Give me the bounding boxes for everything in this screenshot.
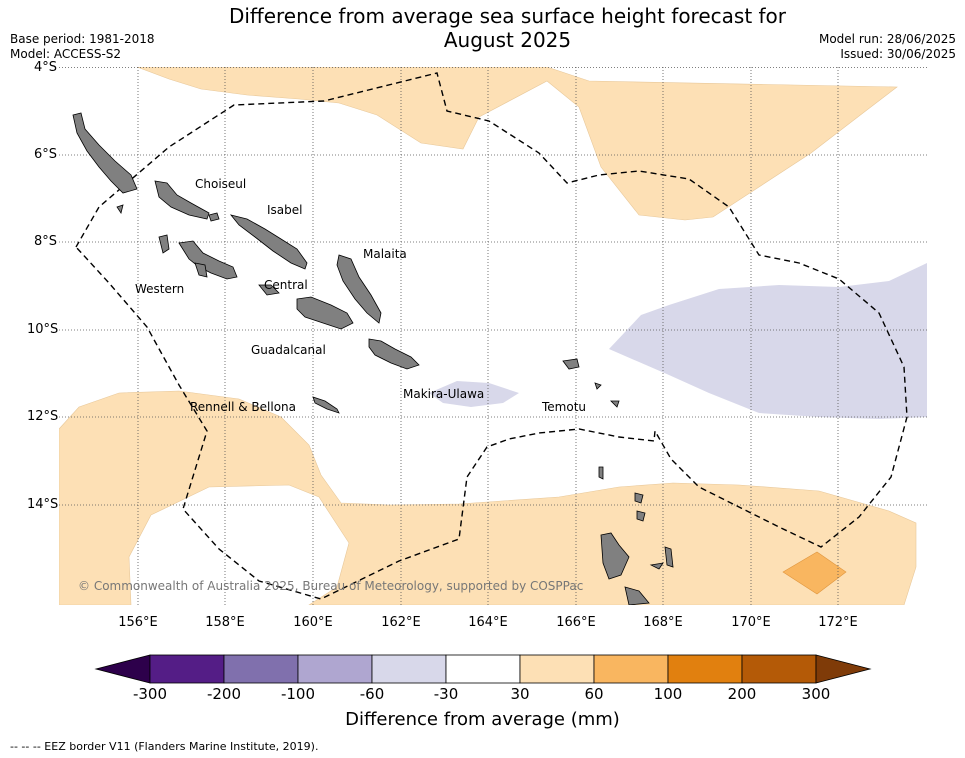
place-label-choiseul: Choiseul: [195, 177, 247, 191]
lon-tick-160e: 160°E: [293, 615, 333, 630]
colorbar-tick-m200: -200: [206, 685, 242, 703]
island-vanuatu-north: [636, 510, 646, 522]
island-makira: [368, 338, 420, 370]
eez-border: [75, 72, 908, 600]
place-label-makira-ulawa: Makira-Ulawa: [403, 387, 485, 401]
lat-tick-10s: 10°S: [27, 322, 59, 337]
island-banks: [634, 492, 644, 504]
island-guadalcanal: [296, 296, 354, 330]
colorbar-tick-m100: -100: [280, 685, 316, 703]
colorbar-tick-200: 200: [727, 685, 757, 703]
gridlines: [59, 67, 927, 605]
island-vanikoro: [610, 400, 620, 408]
place-label-malaita: Malaita: [363, 247, 407, 261]
anomaly-region-east-negative: [609, 263, 927, 419]
lon-tick-166e: 166°E: [556, 615, 596, 630]
anomaly-region-makira-negative: [429, 381, 519, 407]
colorbar-swatches: [149, 654, 817, 684]
colorbar-swatch-5: [519, 654, 595, 684]
colorbar-label: Difference from average (mm): [345, 709, 620, 730]
island-maewo: [664, 546, 674, 568]
colorbar-tick-100: 100: [653, 685, 683, 703]
island-shortland: [116, 204, 124, 214]
copyright-notice: © Commonwealth of Australia 2025, Bureau…: [78, 579, 584, 593]
eez-legend-note: -- -- -- EEZ border V11 (Flanders Marine…: [10, 740, 319, 753]
lon-tick-156e: 156°E: [118, 615, 158, 630]
island-santa-cruz: [562, 358, 580, 370]
colorbar-swatch-1: [223, 654, 299, 684]
colorbar-tick-300: 300: [801, 685, 831, 703]
place-label-rennell-bellona: Rennell & Bellona: [190, 400, 297, 414]
colorbar-swatch-0: [149, 654, 225, 684]
island-utupua: [594, 382, 602, 390]
lon-tick-170e: 170°E: [731, 615, 771, 630]
lon-tick-162e: 162°E: [381, 615, 421, 630]
anomaly-region-positive-strong: [782, 551, 847, 595]
island-torres: [598, 466, 604, 480]
colorbar-swatch-3: [371, 654, 447, 684]
map-frame: [59, 67, 927, 605]
colorbar-swatch-8: [741, 654, 817, 684]
issued-date: Issued: 30/06/2025: [840, 47, 956, 61]
colorbar-over-arrow: [815, 654, 872, 684]
lon-tick-164e: 164°E: [468, 615, 508, 630]
island-kolombangara: [158, 234, 170, 254]
place-label-guadalcanal: Guadalcanal: [251, 343, 326, 357]
chart-title: Difference from average sea surface heig…: [0, 4, 965, 52]
meta-left: Base period: 1981-2018 Model: ACCESS-S2: [10, 32, 155, 62]
island-espiritu-santo: [600, 532, 630, 580]
island-ambae: [649, 562, 664, 570]
title-line-2: August 2025: [443, 28, 572, 52]
meta-right: Model run: 28/06/2025 Issued: 30/06/2025: [819, 32, 956, 62]
island-isabel-west: [208, 212, 220, 222]
place-label-western: Western: [135, 282, 185, 296]
base-period: Base period: 1981-2018: [10, 32, 155, 46]
colorbar-tick-60: 60: [584, 685, 604, 703]
island-choiseul: [72, 112, 138, 194]
place-label-temotu: Temotu: [542, 400, 587, 414]
lon-tick-172e: 172°E: [818, 615, 858, 630]
island-vellalavella: [154, 180, 210, 220]
island-malakula: [624, 586, 650, 605]
colorbar: [94, 654, 872, 684]
colorbar-tick-m300: -300: [132, 685, 168, 703]
colorbar-tick-m30: -30: [433, 685, 459, 703]
colorbar-swatch-4: [445, 654, 521, 684]
lat-tick-12s: 12°S: [27, 409, 59, 424]
place-label-isabel: Isabel: [267, 203, 303, 217]
colorbar-swatch-2: [297, 654, 373, 684]
title-line-1: Difference from average sea surface heig…: [228, 4, 787, 28]
land-masses: [72, 112, 674, 605]
colorbar-under-arrow: [94, 654, 151, 684]
map-canvas: [59, 67, 927, 605]
colorbar-tick-m60: -60: [359, 685, 385, 703]
lat-tick-14s: 14°S: [27, 497, 59, 512]
island-isabel: [229, 214, 308, 270]
island-malaita: [336, 254, 382, 324]
lat-tick-8s: 8°S: [33, 234, 57, 249]
lon-tick-158e: 158°E: [205, 615, 245, 630]
colorbar-swatch-7: [667, 654, 743, 684]
lat-tick-6s: 6°S: [33, 147, 57, 162]
lat-tick-4s: 4°S: [33, 60, 57, 75]
island-rennell: [312, 396, 340, 414]
island-florida: [258, 284, 280, 296]
place-label-central: Central: [264, 278, 308, 292]
map-panel: © Commonwealth of Australia 2025, Bureau…: [59, 67, 927, 605]
island-rendova: [194, 262, 208, 278]
anomaly-region-north: [136, 67, 898, 221]
model-name: Model: ACCESS-S2: [10, 47, 122, 61]
colorbar-tick-30: 30: [510, 685, 530, 703]
colorbar-swatch-6: [593, 654, 669, 684]
model-run: Model run: 28/06/2025: [818, 32, 956, 46]
lon-tick-168e: 168°E: [643, 615, 683, 630]
